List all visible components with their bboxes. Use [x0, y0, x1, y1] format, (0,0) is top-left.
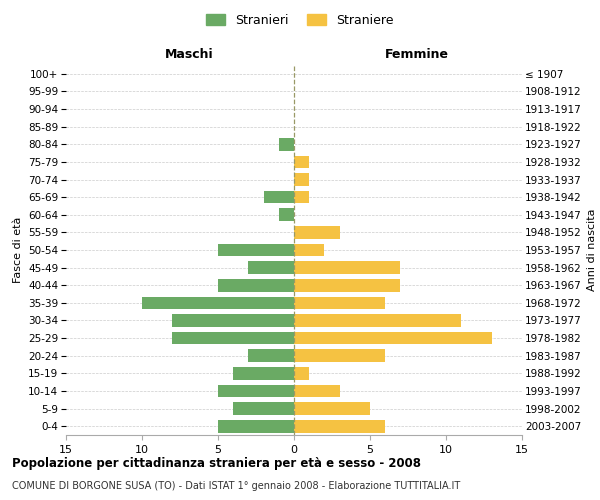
Bar — [294, 367, 309, 380]
Y-axis label: Fasce di età: Fasce di età — [13, 217, 23, 283]
Bar — [248, 262, 294, 274]
Bar — [142, 296, 294, 309]
Bar — [294, 173, 309, 186]
Bar — [218, 244, 294, 256]
Text: Popolazione per cittadinanza straniera per età e sesso - 2008: Popolazione per cittadinanza straniera p… — [12, 458, 421, 470]
Bar — [263, 191, 294, 203]
Bar — [294, 314, 461, 327]
Bar — [172, 332, 294, 344]
Bar — [172, 314, 294, 327]
Bar — [294, 244, 325, 256]
Text: Femmine: Femmine — [385, 48, 449, 62]
Legend: Stranieri, Straniere: Stranieri, Straniere — [202, 8, 398, 32]
Text: COMUNE DI BORGONE SUSA (TO) - Dati ISTAT 1° gennaio 2008 - Elaborazione TUTTITAL: COMUNE DI BORGONE SUSA (TO) - Dati ISTAT… — [12, 481, 460, 491]
Bar — [248, 350, 294, 362]
Y-axis label: Anni di nascita: Anni di nascita — [587, 209, 597, 291]
Bar — [294, 296, 385, 309]
Bar — [294, 402, 370, 415]
Bar — [294, 156, 309, 168]
Bar — [294, 226, 340, 238]
Bar — [294, 420, 385, 432]
Bar — [218, 279, 294, 291]
Bar — [294, 191, 309, 203]
Bar — [294, 279, 400, 291]
Bar — [218, 384, 294, 398]
Bar — [233, 402, 294, 415]
Bar — [279, 208, 294, 221]
Bar — [294, 262, 400, 274]
Bar — [294, 332, 491, 344]
Bar — [294, 350, 385, 362]
Bar — [218, 420, 294, 432]
Text: Maschi: Maschi — [165, 48, 214, 62]
Bar — [294, 384, 340, 398]
Bar — [233, 367, 294, 380]
Bar — [279, 138, 294, 150]
